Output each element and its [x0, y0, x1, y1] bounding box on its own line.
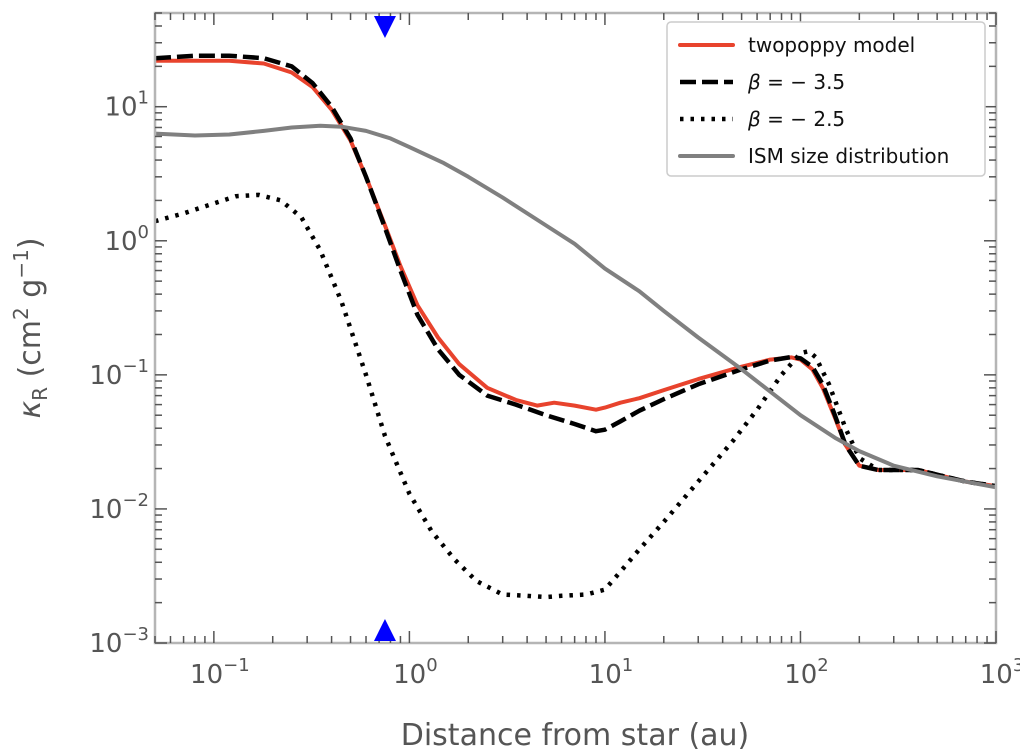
y-tick-label: 101 — [104, 88, 149, 123]
y-label-sub: R — [28, 387, 52, 401]
y-axis-label: κR (cm2 g−1) — [9, 237, 52, 418]
y-label-open: (cm — [13, 320, 48, 387]
x-tick-label: 100 — [393, 655, 438, 690]
y-label-kappa: κ — [13, 401, 48, 419]
x-tick-label: 103 — [980, 655, 1020, 690]
y-tick-label: 10−2 — [89, 490, 149, 525]
y-tick-label: 10−1 — [89, 356, 149, 391]
legend-label-1: β = − 3.5 — [747, 70, 845, 94]
series-layer — [155, 53, 996, 600]
y-label-sup1: 2 — [9, 307, 33, 320]
x-axis-label: Distance from star (au) — [401, 718, 750, 752]
y-tick-label: 100 — [104, 222, 149, 257]
plot-frame — [153, 11, 998, 645]
series-line-2 — [155, 192, 996, 600]
y-label-sup2: −1 — [9, 249, 33, 278]
x-tick-label: 101 — [589, 655, 634, 690]
x-tick-label: 10−1 — [190, 655, 250, 690]
legend-box — [666, 21, 986, 177]
x-tick-label: 102 — [784, 655, 829, 690]
legend-label-2: β = − 2.5 — [747, 107, 845, 131]
y-tick-label: 10−3 — [89, 624, 149, 659]
marker-top — [373, 16, 396, 38]
series-line-3 — [155, 123, 996, 490]
legend-entries: twopoppy model β = − 3.5 β = − 2.5 ISM size… — [678, 33, 949, 168]
legend: twopoppy model β = − 3.5 β = − 2.5 ISM size… — [666, 21, 986, 177]
y-label-mid: g — [13, 279, 48, 308]
y-label-close: ) — [13, 237, 48, 249]
ticks-layer: 10−1 100 101 102 103 10−3 10−2 10−1 100 101 — [89, 12, 1020, 690]
legend-label-0: twopoppy model — [748, 33, 915, 57]
marker-bottom — [373, 619, 396, 641]
marker-layer — [373, 16, 396, 641]
series-line-1 — [155, 53, 996, 489]
legend-label-3: ISM size distribution — [748, 144, 949, 168]
